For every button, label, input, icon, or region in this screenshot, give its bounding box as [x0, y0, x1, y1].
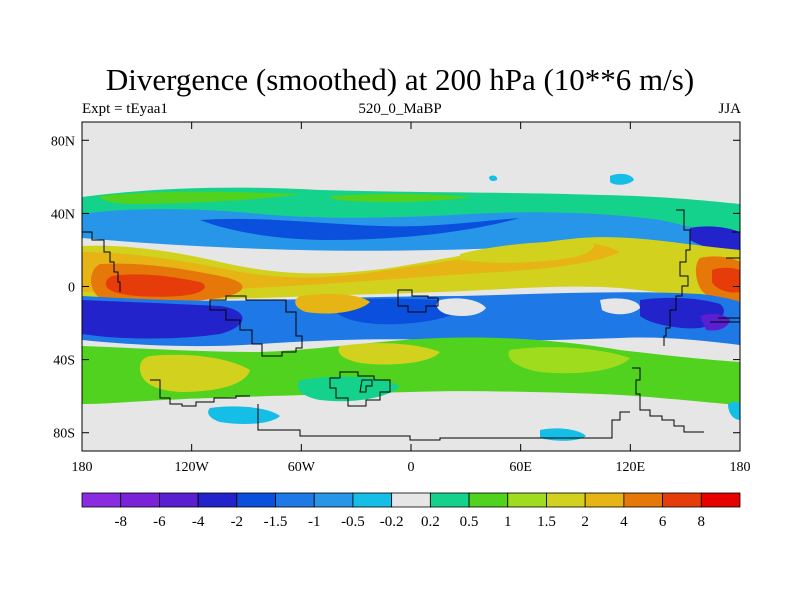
coastline-south-america [209, 295, 303, 357]
left-string: Expt = tEyaa1 [82, 101, 168, 117]
axis-ticks: 180 120W 60W 0 60E 120E 180 80N 40N 0 40S 80S [51, 122, 751, 475]
colorbar-label: 0.5 [460, 514, 479, 530]
coastline-australia [632, 367, 704, 433]
colorbar-label: -6 [153, 514, 166, 530]
x-tick-label: 0 [408, 460, 415, 475]
y-tick-label: 80S [53, 427, 75, 442]
colorbar-swatch [313, 492, 354, 508]
x-tick-label: 120W [175, 460, 210, 475]
contour-sh-yellow-2 [338, 343, 440, 365]
coastline-east-edge [710, 231, 740, 323]
contour-blob-80n [610, 173, 634, 185]
colorbar-swatch [236, 492, 276, 508]
colorbar-swatch [120, 492, 160, 508]
y-tick-label: 40N [51, 207, 75, 222]
y-tick-label: 80N [51, 134, 75, 149]
colorbar-swatch [275, 492, 315, 508]
contour-white-pocket-2 [600, 298, 640, 315]
colorbar-label: 2 [581, 514, 589, 530]
y-tick-label: 0 [68, 281, 75, 296]
colorbar-label: 1 [504, 514, 512, 530]
right-string: JJA [718, 101, 741, 117]
coastline-asia [663, 209, 691, 346]
colorbar-label: -0.5 [341, 514, 365, 530]
contour-blob-sh-cyan [208, 406, 280, 424]
chart-title: Divergence (smoothed) at 200 hPa (10**6 … [105, 62, 695, 97]
contour-north-lightgreen-2 [330, 193, 470, 202]
coastline-antarctica [257, 404, 630, 441]
colorbar-label: -1 [308, 514, 321, 530]
contour-north-navy [690, 226, 740, 256]
colorbar-swatch [352, 492, 393, 508]
colorbar-label: -4 [192, 514, 205, 530]
contour-orange-blob [295, 294, 370, 314]
colorbar-swatch [81, 492, 122, 508]
contour-sh-green-2 [297, 376, 400, 402]
x-tick-label: 120E [616, 460, 646, 475]
colorbar-label: -0.2 [380, 514, 404, 530]
colorbar-swatch [546, 492, 586, 508]
coastline-weddell-inner [359, 379, 373, 393]
x-tick-label: 180 [72, 460, 93, 475]
colorbar-label: -8 [114, 514, 127, 530]
colorbar-swatch [623, 492, 663, 508]
colorbar-swatch [700, 492, 741, 508]
contour-north-deepblue [200, 218, 520, 240]
colorbar-swatch [662, 492, 702, 508]
x-tick-label: 60W [288, 460, 316, 475]
colorbar-label: 8 [698, 514, 706, 530]
colorbar-swatch [391, 492, 431, 508]
y-tick-label: 40S [53, 354, 75, 369]
coastline-africa [397, 289, 439, 313]
contour-white-pocket [436, 298, 486, 316]
colorbar-swatch [468, 492, 509, 508]
colorbar-label: -1.5 [264, 514, 288, 530]
coastline-north-america [82, 231, 121, 292]
contour-field [82, 173, 740, 441]
colorbar-label: 6 [659, 514, 667, 530]
colorbar-swatch [507, 492, 547, 508]
coastline-antarctic-pen [150, 379, 250, 407]
contour-blob-80n-2 [489, 175, 498, 181]
contour-south-deepblue [82, 300, 243, 339]
x-tick-label: 180 [730, 460, 751, 475]
coastline-weddell [329, 371, 391, 407]
colorbar-label: -2 [231, 514, 244, 530]
colorbar-swatch [197, 492, 238, 508]
contour-eq-red [105, 274, 205, 297]
x-tick-label: 60E [509, 460, 532, 475]
colorbar-label: 1.5 [537, 514, 556, 530]
contour-blob-sh-cyan-3 [728, 401, 740, 420]
colorbar-label: 4 [620, 514, 628, 530]
contour-central-yellow [460, 241, 594, 263]
coastlines [82, 209, 740, 441]
colorbar-swatch [584, 492, 625, 508]
contour-north-lightgreen [100, 191, 300, 204]
contour-sh-yellow [140, 354, 250, 392]
center-string: 520_0_MaBP [358, 101, 442, 117]
colorbar-label: 0.2 [421, 514, 440, 530]
colorbar-swatch [159, 492, 199, 508]
colorbar: -8 -6 -4 -2 -1.5 -1 -0.5 -0.2 0.2 0.5 1 1.5 2 4 6 8 [81, 492, 741, 530]
contour-sh-lime [508, 347, 630, 374]
colorbar-swatch [429, 492, 470, 508]
